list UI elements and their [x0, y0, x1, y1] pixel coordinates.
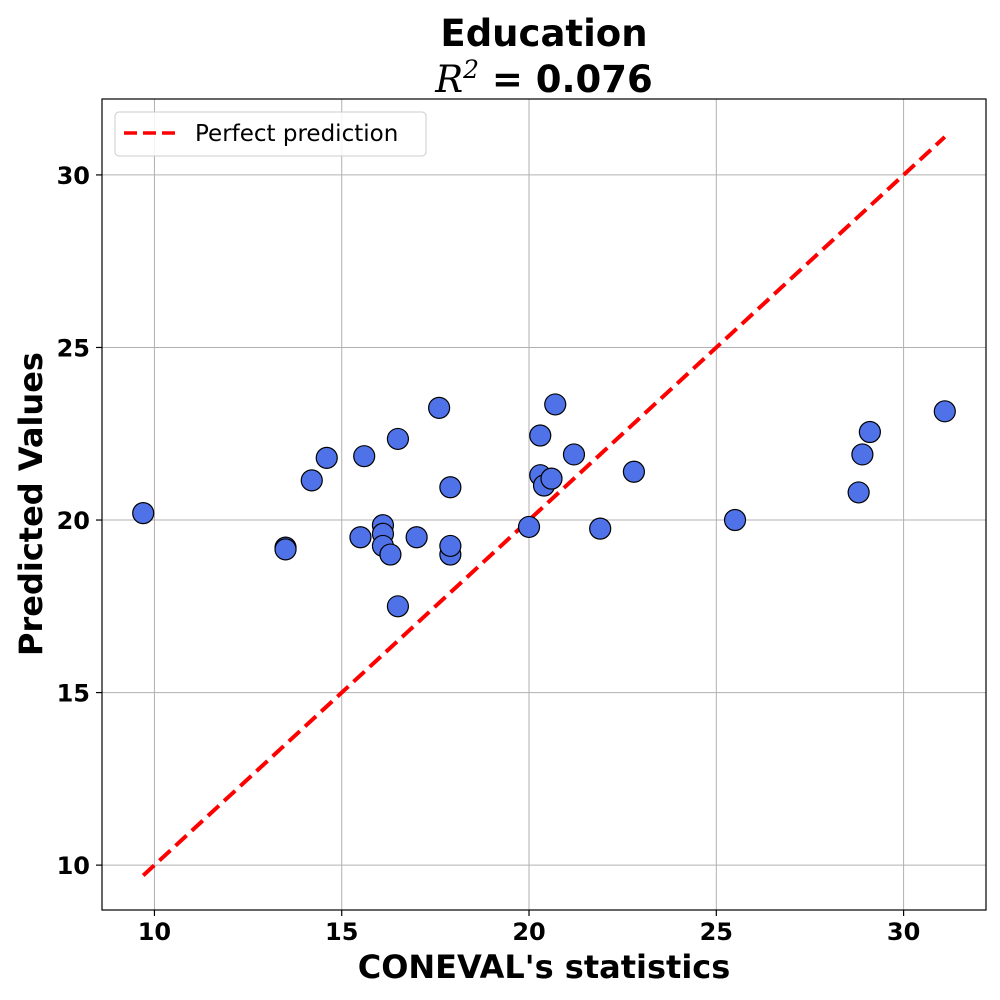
x-ticks: 10 15 20 25 30 [138, 910, 920, 946]
data-point [562, 443, 586, 466]
data-point [300, 469, 323, 492]
y-tick-label: 30 [57, 162, 90, 190]
data-point [544, 393, 567, 416]
data-point [622, 460, 645, 483]
x-tick-label: 30 [887, 918, 920, 946]
reference-line-layer [141, 135, 947, 877]
data-point [353, 445, 376, 468]
data-point [405, 526, 428, 549]
data-point [529, 424, 552, 447]
data-point [723, 508, 747, 532]
y-tick-label: 15 [57, 680, 90, 708]
legend-box [114, 111, 427, 157]
y-tick-label: 25 [57, 334, 90, 362]
points-layer [132, 393, 956, 618]
data-point [132, 502, 155, 525]
x-axis-label: CONEVAL's statistics [358, 948, 731, 986]
r2-symbol: R [434, 58, 463, 101]
data-point [349, 526, 372, 549]
data-point [589, 517, 612, 540]
data-point [439, 534, 462, 558]
chart-title: Education [440, 12, 647, 55]
data-point [517, 515, 541, 539]
data-point [386, 427, 410, 451]
data-point [379, 543, 402, 566]
x-tick-label: 15 [325, 918, 358, 946]
plot-frame [101, 98, 987, 911]
data-point [428, 396, 451, 419]
legend: Perfect prediction [114, 111, 427, 157]
r2-value: = 0.076 [479, 58, 653, 101]
y-ticks: 10 15 20 25 30 [57, 162, 102, 880]
x-tick-label: 20 [512, 918, 545, 946]
perfect-prediction-line [141, 135, 947, 877]
x-tick-label: 25 [700, 918, 733, 946]
grid [102, 99, 986, 910]
data-point [933, 400, 956, 423]
legend-entry-label: Perfect prediction [195, 121, 398, 147]
data-point [274, 538, 297, 561]
y-axis-label: Predicted Values [12, 352, 50, 656]
data-point [386, 595, 410, 618]
data-point [851, 443, 874, 466]
data-point [858, 420, 881, 444]
y-tick-label: 20 [57, 507, 90, 535]
y-tick-label: 10 [57, 852, 90, 880]
data-point [847, 481, 870, 504]
x-tick-label: 10 [138, 918, 171, 946]
r2-exponent: 2 [462, 55, 479, 84]
data-point [540, 467, 563, 490]
data-point [315, 446, 338, 470]
data-point [439, 476, 462, 499]
chart-subtitle: R2 = 0.076 [434, 55, 653, 101]
